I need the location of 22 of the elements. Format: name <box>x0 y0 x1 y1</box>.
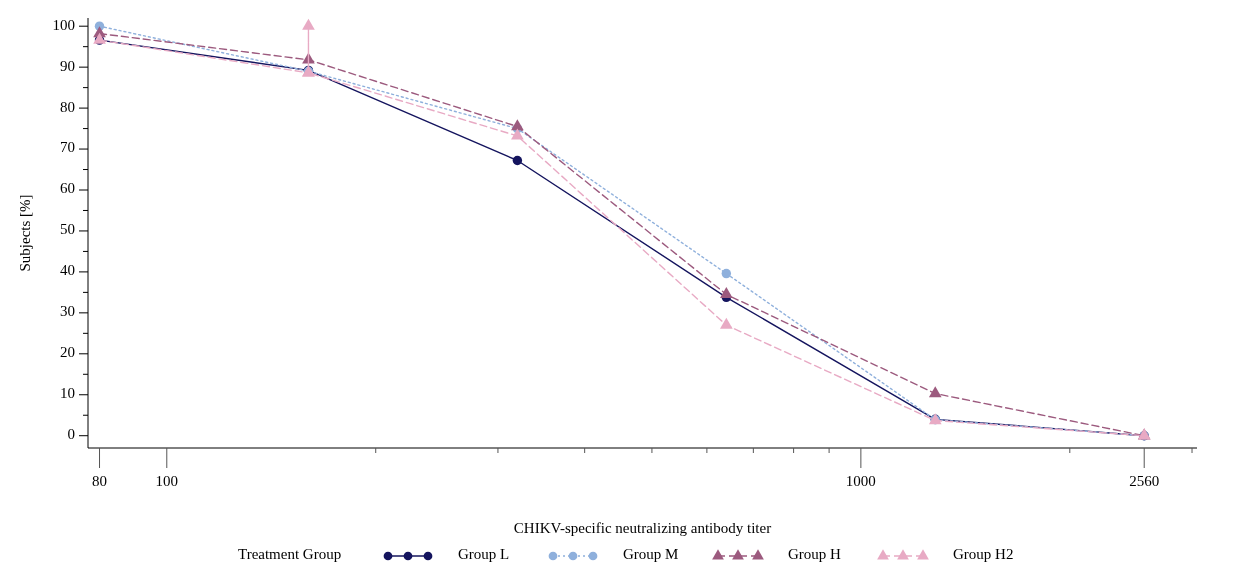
y-tick-label: 100 <box>52 16 75 33</box>
x-axis-title: CHIKV-specific neutralizing antibody titer <box>513 520 772 536</box>
x-tick-label: 2560 <box>1129 473 1160 489</box>
y-tick-label: 20 <box>60 344 75 361</box>
y-tick-label: 60 <box>60 180 75 197</box>
x-tick-label: 100 <box>155 473 179 489</box>
y-tick-label: 0 <box>67 426 75 443</box>
legend-label: Group H2 <box>953 546 1014 563</box>
y-tick-label: 40 <box>60 262 75 279</box>
y-tick-label: 50 <box>60 221 75 238</box>
y-tick-label: 30 <box>60 303 75 320</box>
y-tick-label: 10 <box>60 385 75 402</box>
x-tick-label: 80 <box>92 473 108 489</box>
legend-title: Treatment Group <box>238 546 342 563</box>
legend-label: Group H <box>788 546 842 563</box>
y-tick-label: 70 <box>60 139 75 156</box>
y-tick-label: 90 <box>60 57 75 74</box>
y-axis-title: Subjects [%] <box>17 194 33 272</box>
legend-label: Group L <box>458 546 510 563</box>
legend-label: Group M <box>623 546 679 563</box>
y-tick-label: 80 <box>60 98 75 115</box>
x-tick-label: 1000 <box>845 473 876 489</box>
